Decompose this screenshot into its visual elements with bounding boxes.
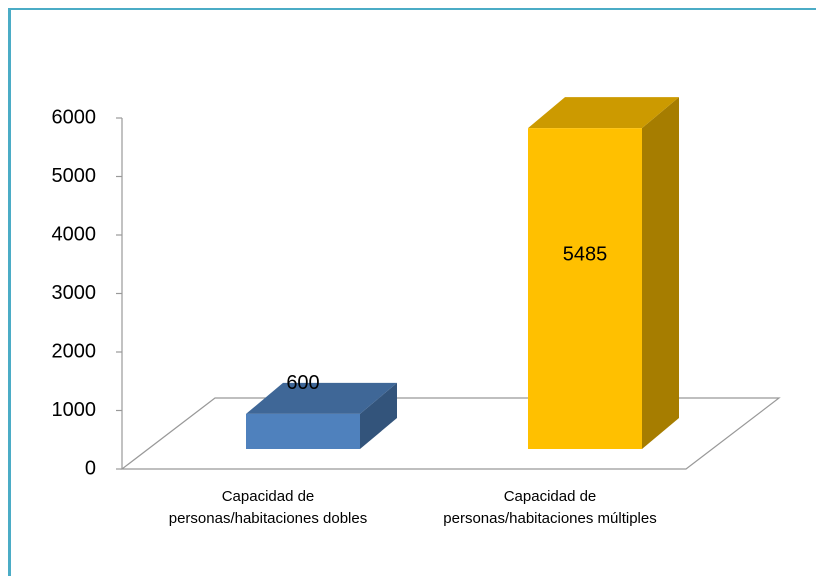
x-tick-label: Capacidad de personas/habitaciones múlti… [443,488,657,527]
y-tick-label: 6000 [52,106,97,128]
bar-top [528,97,679,129]
value-label: 600 [286,372,319,394]
value-label: 5485 [563,243,608,265]
bar [246,382,397,449]
y-tick-label: 1000 [52,399,97,421]
floor [120,397,781,470]
y-tick-label: 0 [85,457,96,479]
y-tick-label: 4000 [52,223,97,245]
y-tick-label: 3000 [52,282,97,304]
bar [528,97,679,449]
chart-frame [8,8,816,576]
y-tick-label: 2000 [52,340,97,362]
bar-side [360,382,397,449]
bar-front [528,128,642,449]
y-tick-label: 5000 [52,165,97,187]
bar-front [246,413,360,449]
x-tick-label: Capacidad de personas/habitaciones doble… [168,488,368,527]
bar-top [246,382,397,414]
bar-side [642,97,679,449]
